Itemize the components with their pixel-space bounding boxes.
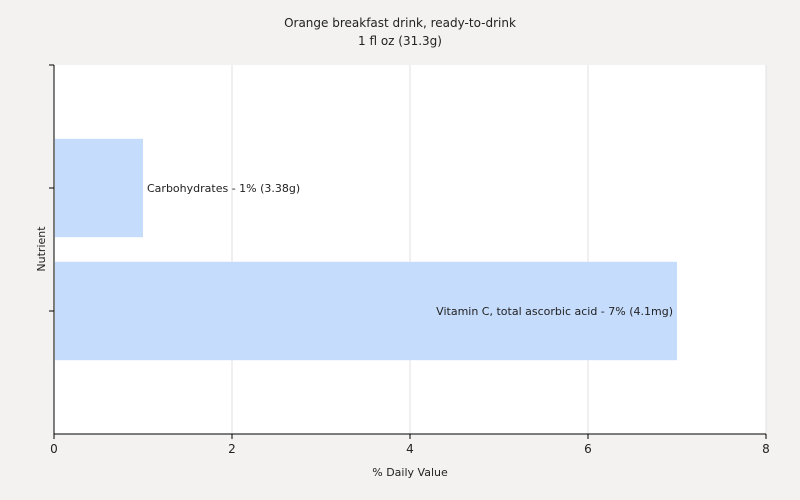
bars: Carbohydrates - 1% (3.38g) Vitamin C, tot… <box>55 138 677 361</box>
chart-title: Orange breakfast drink, ready-to-drink <box>284 16 516 30</box>
x-tick-label: 8 <box>762 442 770 456</box>
x-tick-label: 6 <box>584 442 592 456</box>
grid-lines <box>231 65 767 434</box>
chart-subtitle: 1 fl oz (31.3g) <box>358 34 442 48</box>
bar-label: Vitamin C, total ascorbic acid - 7% (4.1… <box>436 305 673 318</box>
x-axis-ticks: 0 2 4 6 8 <box>50 434 770 456</box>
bar <box>55 261 677 361</box>
bar <box>55 138 143 238</box>
y-axis-label: Nutrient <box>35 226 48 272</box>
x-tick-label: 4 <box>406 442 414 456</box>
x-tick-label: 2 <box>228 442 236 456</box>
bar-label: Carbohydrates - 1% (3.38g) <box>147 182 300 195</box>
x-tick-label: 0 <box>50 442 58 456</box>
x-axis-label: % Daily Value <box>372 466 448 479</box>
